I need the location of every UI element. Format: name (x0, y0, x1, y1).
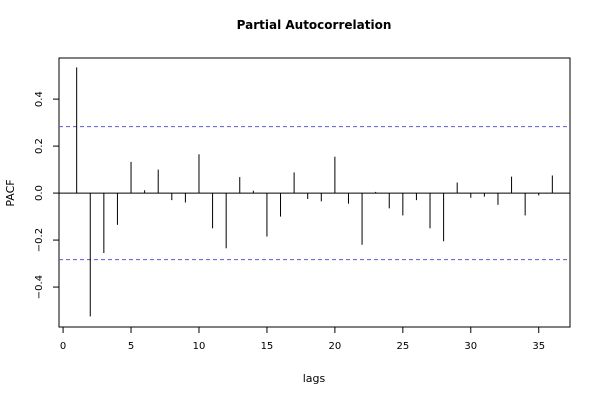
y-axis-label: PACF (4, 179, 17, 206)
y-tick-label: 0.0 (34, 185, 45, 201)
x-tick-label: 20 (329, 341, 342, 352)
x-tick-label: 30 (464, 341, 477, 352)
y-tick-label: −0.2 (34, 228, 45, 252)
x-tick-label: 5 (128, 341, 134, 352)
x-tick-label: 0 (60, 341, 66, 352)
x-tick-label: 15 (261, 341, 274, 352)
x-tick-label: 35 (532, 341, 545, 352)
y-tick-label: −0.4 (34, 275, 45, 299)
plot-frame (58, 57, 571, 328)
x-tick-label: 25 (396, 341, 409, 352)
x-axis-label: lags (303, 372, 326, 385)
y-tick-label: 0.2 (34, 138, 45, 154)
chart-title: Partial Autocorrelation (237, 18, 392, 32)
x-tick-label: 10 (193, 341, 206, 352)
y-tick-label: 0.4 (34, 91, 45, 107)
